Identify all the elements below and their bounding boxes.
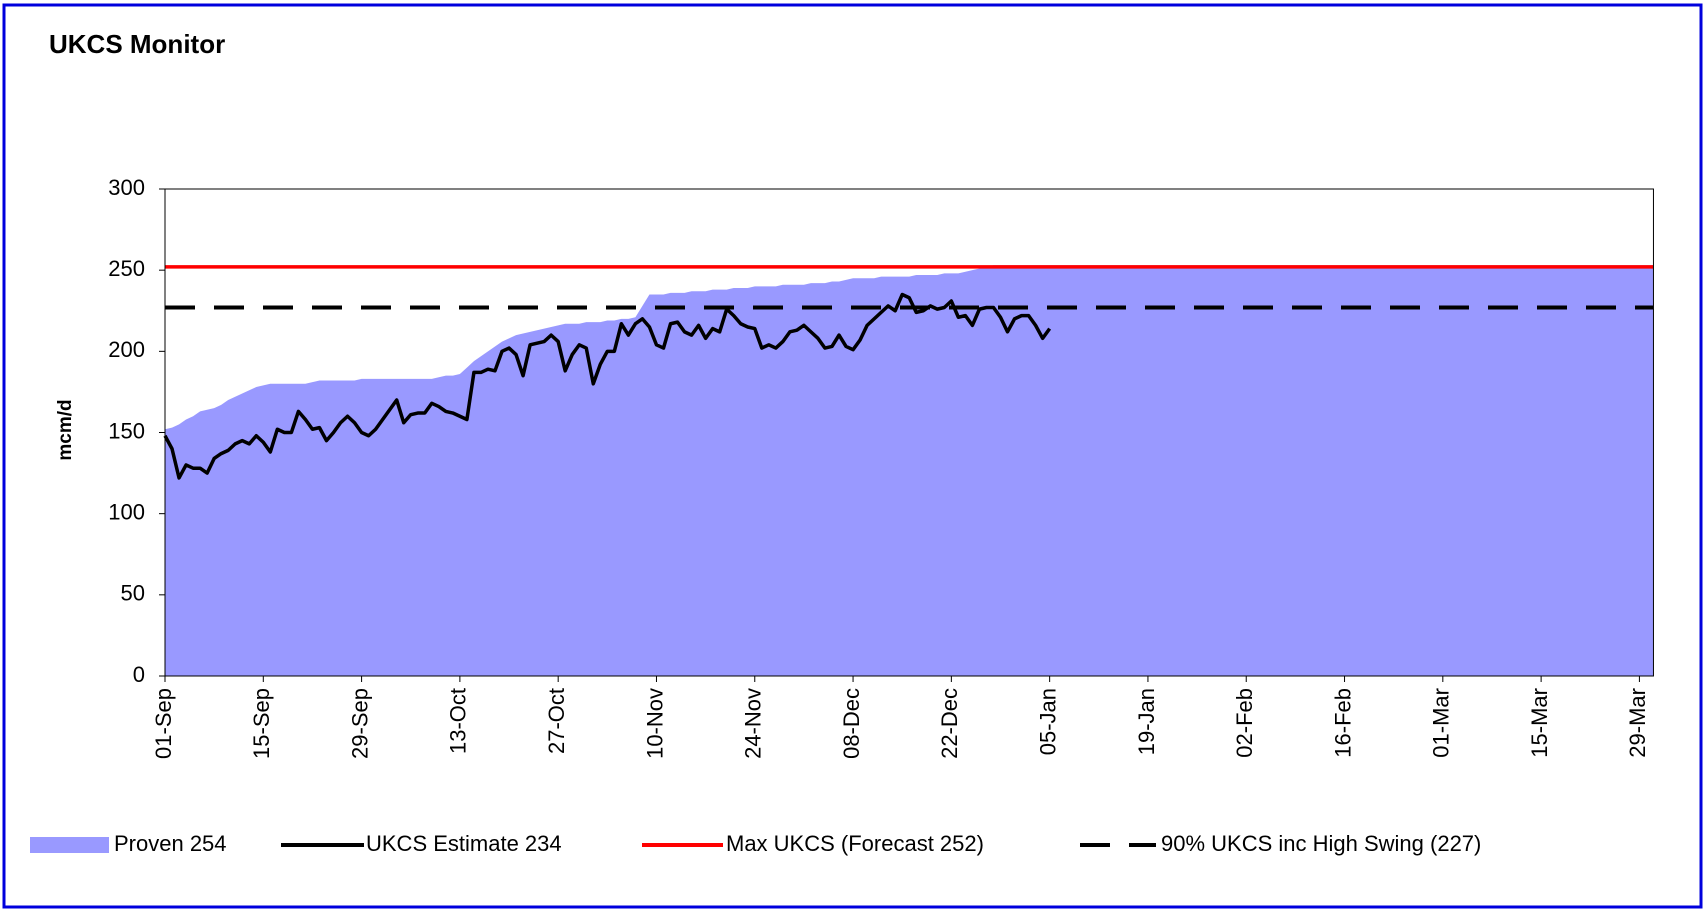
y-axis-label: mcm/d: [55, 399, 76, 460]
x-tick-label: 05-Jan: [1035, 688, 1060, 755]
legend-label: Proven 254: [114, 831, 227, 856]
chart-title: UKCS Monitor: [49, 29, 225, 59]
y-tick-label: 0: [133, 662, 145, 687]
x-tick-label: 27-Oct: [544, 688, 569, 754]
x-tick-label: 10-Nov: [642, 688, 667, 759]
x-tick-label: 02-Feb: [1232, 688, 1257, 758]
x-tick-label: 08-Dec: [839, 688, 864, 759]
legend-swatch: [30, 837, 109, 853]
x-tick-label: 13-Oct: [446, 688, 471, 754]
x-tick-label: 15-Sep: [249, 688, 274, 759]
x-tick-label: 24-Nov: [741, 688, 766, 759]
legend-label: Max UKCS (Forecast 252): [726, 831, 984, 856]
y-tick-label: 250: [108, 256, 145, 281]
line: [163, 292, 1052, 480]
y-tick-label: 150: [108, 418, 145, 443]
y-tick-label: 300: [108, 175, 145, 200]
x-tick-label: 29-Sep: [347, 688, 372, 759]
x-tick-label: 16-Feb: [1330, 688, 1355, 758]
x-tick-label: 01-Mar: [1429, 688, 1454, 758]
y-tick-label: 100: [108, 499, 145, 524]
y-tick-label: 200: [108, 337, 145, 362]
legend-label: UKCS Estimate 234: [366, 831, 562, 856]
y-tick-label: 50: [121, 581, 145, 606]
x-tick-label: 22-Dec: [937, 688, 962, 759]
x-tick-label: 19-Jan: [1134, 688, 1159, 755]
area: [165, 265, 1654, 676]
x-tick-label: 15-Mar: [1527, 688, 1552, 758]
x-tick-label: 29-Mar: [1625, 688, 1650, 758]
legend-label: 90% UKCS inc High Swing (227): [1161, 831, 1481, 856]
x-tick-label: 01-Sep: [151, 688, 176, 759]
